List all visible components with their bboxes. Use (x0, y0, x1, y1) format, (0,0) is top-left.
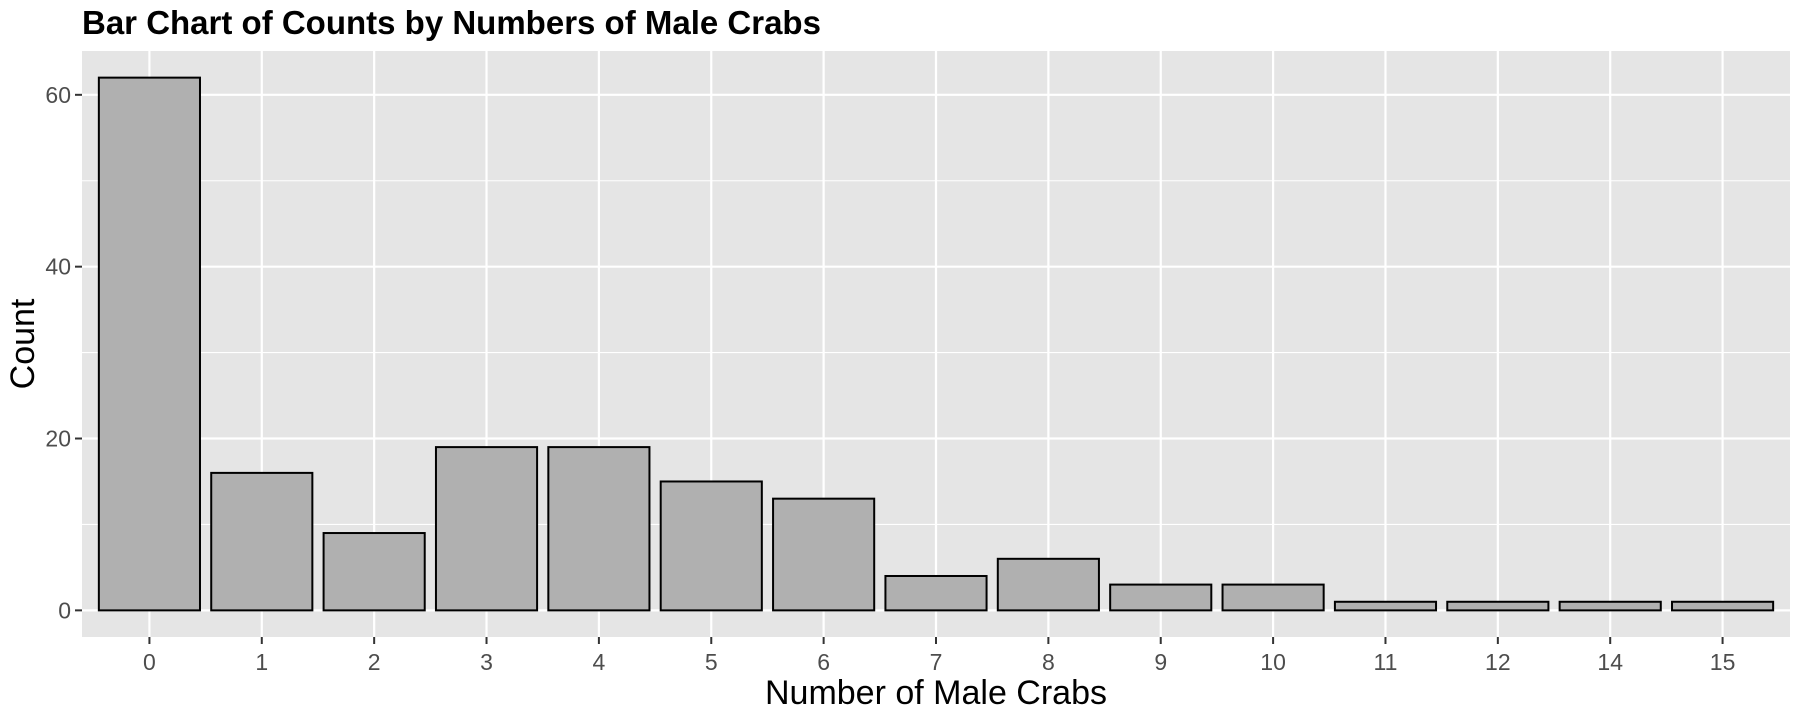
bar-4 (547, 446, 651, 612)
x-tick-label: 8 (1042, 649, 1055, 675)
bar-11 (1333, 600, 1438, 612)
y-axis-title: Count (4, 298, 42, 389)
x-tick-label: 2 (368, 649, 381, 675)
bar-12 (1446, 600, 1550, 612)
chart-title: Bar Chart of Counts by Numbers of Male C… (82, 4, 821, 41)
bar-0 (97, 76, 201, 612)
x-tick-label: 15 (1710, 649, 1736, 675)
bar-8 (996, 557, 1100, 612)
bar-14 (1558, 600, 1662, 612)
bar-10 (1221, 583, 1325, 612)
x-tick-label: 7 (930, 649, 943, 675)
x-tick-label: 0 (143, 649, 156, 675)
bar-1 (210, 471, 314, 612)
bar-2 (322, 532, 426, 612)
x-axis-title: Number of Male Crabs (765, 674, 1107, 712)
bars (97, 76, 1775, 612)
x-tick-label: 10 (1260, 649, 1286, 675)
bar-6 (772, 497, 876, 612)
x-tick-label: 11 (1374, 649, 1398, 675)
y-tick-label: 20 (45, 426, 71, 452)
x-tick-label: 12 (1485, 649, 1511, 675)
y-axis: 0 20 40 60 (45, 82, 82, 623)
x-tick-label: 5 (705, 649, 718, 675)
bar-5 (659, 480, 763, 612)
x-tick-label: 1 (255, 649, 268, 675)
y-tick-label: 40 (45, 254, 71, 280)
x-tick-label: 9 (1154, 649, 1167, 675)
x-axis: 0 1 2 3 4 5 6 7 8 9 10 11 12 14 15 (143, 637, 1735, 675)
x-tick-label: 14 (1597, 649, 1623, 675)
x-tick-label: 3 (480, 649, 493, 675)
bar-9 (1109, 583, 1213, 612)
bar-7 (884, 574, 988, 612)
x-tick-label: 4 (592, 649, 605, 675)
bar-3 (434, 446, 539, 612)
y-tick-label: 0 (58, 597, 71, 623)
y-tick-label: 60 (45, 82, 71, 108)
x-tick-label: 6 (817, 649, 830, 675)
bar-15 (1671, 600, 1775, 612)
